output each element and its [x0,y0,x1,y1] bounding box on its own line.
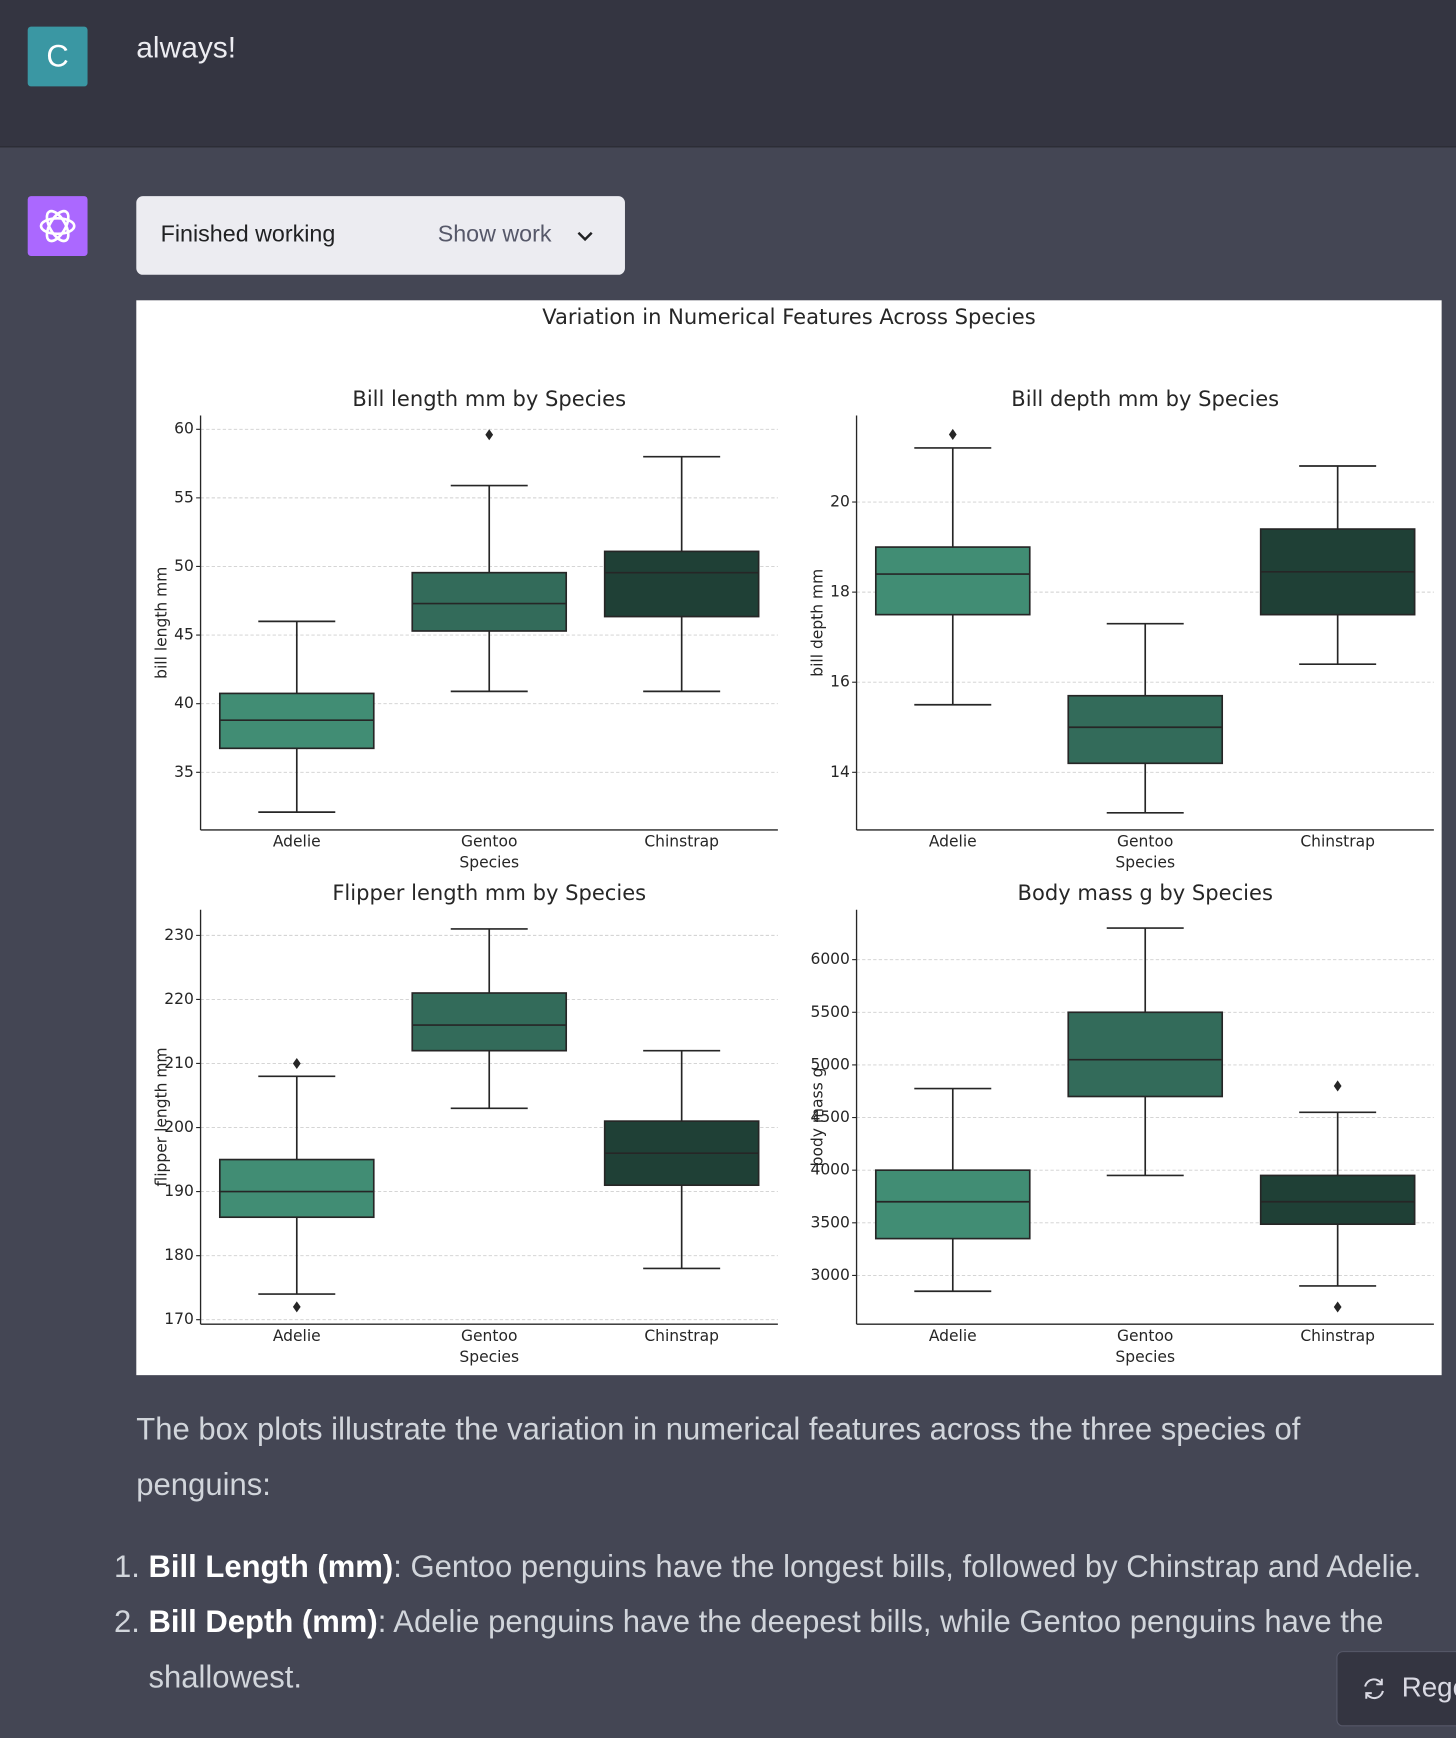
regenerate-label: Regenerate [1401,1672,1456,1704]
y-tick-label: 4000 [810,1161,849,1179]
item-text: : Gentoo penguins have the longest bills… [393,1549,1422,1584]
chevron-icon [577,231,593,242]
y-tick-label: 5500 [810,1003,849,1021]
y-tick-label: 4500 [810,1108,849,1126]
y-axis-label: flipper length mm [152,1047,170,1186]
x-axis-label: Species [459,1348,519,1366]
x-tick-label: Gentoo [1117,833,1173,851]
y-tick-label: 45 [174,626,194,644]
box [411,992,568,1052]
list-item: Bill Length (mm): Gentoo penguins have t… [148,1539,1456,1594]
x-tick-label: Chinstrap [1300,1327,1375,1345]
user-avatar: C [27,26,88,87]
x-tick-label: Chinstrap [1300,833,1375,851]
regenerate-icon [1364,1678,1384,1700]
x-tick-label: Adelie [273,833,321,851]
box [603,550,760,618]
outlier [948,428,957,440]
show-work-button[interactable]: Show work [437,221,552,248]
y-tick-label: 60 [174,420,194,438]
assistant-avatar [27,196,88,256]
figure-title: Variation in Numerical Features Across S… [542,304,1035,329]
box [1259,1174,1416,1226]
y-tick-label: 170 [164,1310,194,1328]
work-status[interactable]: Finished working Show work [136,196,625,275]
box [874,546,1031,616]
x-tick-label: Chinstrap [644,1327,719,1345]
status-text: Finished working [160,221,336,248]
x-tick-label: Adelie [929,833,977,851]
list-item: Bill Depth (mm): Adelie penguins have th… [148,1595,1456,1706]
box [1067,694,1224,765]
assistant-logo [39,209,76,243]
regenerate-button[interactable]: Regenerate [1336,1651,1456,1727]
y-tick-label: 18 [830,583,850,601]
chart-title: Flipper length mm by Species [332,880,646,905]
y-tick-label: 20 [830,493,850,511]
figure: Variation in Numerical Features Across S… [136,300,1442,1376]
x-tick-label: Chinstrap [644,833,719,851]
y-tick-label: 55 [174,488,194,506]
outlier [485,429,494,441]
box [218,1158,375,1219]
y-tick-label: 6000 [810,950,849,968]
y-tick-label: 3000 [810,1266,849,1284]
x-tick-label: Adelie [929,1327,977,1345]
x-tick-label: Gentoo [461,833,517,851]
x-axis-label: Species [1115,1348,1175,1366]
y-tick-label: 190 [164,1182,194,1200]
box [411,571,568,632]
y-tick-label: 40 [174,694,194,712]
box [874,1169,1031,1240]
outlier [1333,1080,1342,1092]
response-list: Bill Length (mm): Gentoo penguins have t… [136,1539,1456,1705]
chart-title: Bill depth mm by Species [1011,386,1279,411]
chart-title: Body mass g by Species [1018,880,1273,905]
item-text: : Adelie penguins have the deepest bills… [148,1604,1384,1695]
outlier [292,1057,301,1070]
y-tick-label: 35 [174,763,194,781]
outlier [1333,1301,1342,1313]
chart-title: Bill length mm by Species [352,386,626,411]
item-term: Bill Length (mm) [148,1549,394,1584]
x-tick-label: Gentoo [1117,1327,1173,1345]
response: The box plots illustrate the variation i… [136,1402,1444,1706]
y-tick-label: 3500 [810,1213,849,1231]
y-axis-label: bill length mm [152,567,170,679]
y-tick-label: 220 [164,990,194,1008]
y-axis-label: body mass g [808,1068,826,1167]
y-tick-label: 50 [174,557,194,575]
user-turn: C always! [0,0,1456,148]
user-message: always! [136,31,237,65]
y-tick-label: 200 [164,1118,194,1136]
box [1067,1011,1224,1098]
y-tick-label: 180 [164,1246,194,1264]
x-tick-label: Gentoo [461,1327,517,1345]
x-axis-label: Species [1115,854,1175,872]
y-axis-label: bill depth mm [808,569,826,677]
y-tick-label: 210 [164,1054,194,1072]
response-intro: The box plots illustrate the variation i… [136,1411,1301,1502]
x-tick-label: Adelie [273,1327,321,1345]
outlier [292,1301,301,1313]
y-tick-label: 16 [830,673,850,691]
y-tick-label: 5000 [810,1055,849,1073]
y-tick-label: 230 [164,926,194,944]
x-axis-label: Species [459,854,519,872]
y-tick-label: 14 [830,763,850,781]
item-term: Bill Depth (mm) [148,1604,378,1639]
